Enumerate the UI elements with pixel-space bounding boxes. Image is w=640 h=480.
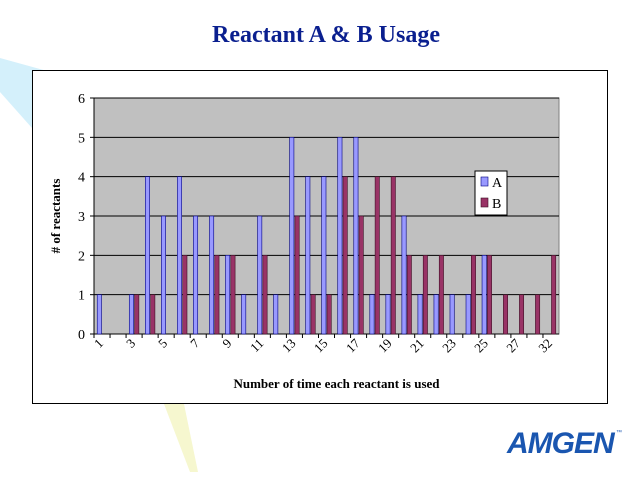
x-tick-label: 21 <box>407 336 427 356</box>
x-tick-label: 7 <box>187 335 203 351</box>
chart-frame: 0 1 2 3 4 5 6 1 3 5 7 9 11 13 15 17 19 21 23 25 27 32 Number o… <box>32 70 608 404</box>
y-tick-label: 5 <box>78 131 85 146</box>
x-tick-label: 19 <box>375 336 395 356</box>
bar-series-b <box>150 294 156 335</box>
bar-series-b <box>230 255 236 335</box>
bar-series-b <box>390 176 396 335</box>
legend <box>474 170 508 216</box>
bar-series-a <box>96 294 102 335</box>
bar-series-b <box>503 294 508 335</box>
bar-series-b <box>438 255 444 335</box>
legend-swatch-a <box>480 176 489 187</box>
bar-series-b <box>262 255 268 335</box>
bar-series-b <box>422 255 428 335</box>
bar-series-a <box>417 294 423 335</box>
bar-series-a <box>193 215 199 335</box>
bar-series-a <box>209 215 215 335</box>
bar-series-a <box>465 294 471 335</box>
x-tick-label: 27 <box>503 335 523 355</box>
bar-series-b <box>406 255 412 335</box>
y-tick-label: 3 <box>78 210 85 225</box>
bar-series-b <box>294 215 300 335</box>
x-tick-label: 11 <box>247 336 266 355</box>
bar-series-b <box>214 255 220 335</box>
x-tick-label: 3 <box>123 336 138 351</box>
bar-series-b <box>374 176 380 335</box>
bar-series-a <box>161 215 166 335</box>
x-tick-label: 25 <box>471 336 491 356</box>
bar-series-b <box>134 294 140 335</box>
bar-series-a <box>305 176 311 335</box>
bar-series-b <box>519 294 525 335</box>
x-tick-label: 32 <box>535 336 555 356</box>
bar-series-b <box>342 176 348 335</box>
bar-series-b <box>182 255 188 335</box>
x-tick-label: 17 <box>343 335 363 355</box>
bar-series-a <box>369 294 375 335</box>
bar-series-b <box>358 215 364 335</box>
y-tick-label: 4 <box>78 171 85 186</box>
amgen-logo: AMGEN <box>507 427 615 460</box>
bar-series-a <box>225 255 231 335</box>
bar-series-a <box>273 294 279 335</box>
bar-series-a <box>353 137 359 335</box>
slide-title: Reactant A & B Usage <box>212 22 440 48</box>
y-axis-title: # of reactants <box>48 179 63 254</box>
bar-series-a <box>289 137 295 335</box>
bar-series-b <box>326 294 332 335</box>
x-tick-label: 9 <box>219 336 234 351</box>
bar-series-a <box>337 137 343 335</box>
bar-series-b <box>310 294 316 335</box>
x-tick-label: 1 <box>91 336 106 351</box>
y-tick-label: 2 <box>78 249 85 264</box>
y-tick-label: 0 <box>78 328 85 343</box>
bar-series-a <box>145 176 150 335</box>
y-tick-label: 1 <box>78 289 85 304</box>
logo-trademark: ™ <box>616 430 622 436</box>
x-tick-label: 5 <box>155 336 170 351</box>
y-tick-label: 6 <box>78 92 85 107</box>
bar-series-b <box>487 255 492 335</box>
bar-series-a <box>321 176 327 335</box>
bar-series-a <box>449 294 455 335</box>
x-tick-label: 23 <box>439 336 459 356</box>
bar-series-b <box>551 255 557 335</box>
bar-series-a <box>128 294 134 335</box>
legend-label-b: B <box>492 197 501 212</box>
bar-series-b <box>535 294 541 335</box>
bar-series-a <box>241 294 247 335</box>
bar-series-a <box>401 215 407 335</box>
x-tick-label: 13 <box>279 336 299 356</box>
bar-series-a <box>177 176 182 335</box>
legend-swatch-b <box>480 197 489 208</box>
bar-series-b <box>471 255 476 335</box>
bar-series-a <box>385 294 391 335</box>
legend-label-a: A <box>492 176 503 191</box>
bar-series-a <box>433 294 439 335</box>
bar-series-a <box>481 255 487 335</box>
x-axis-title: Number of time each reactant is used <box>233 376 440 391</box>
x-tick-label: 15 <box>311 336 331 356</box>
bar-series-a <box>257 215 263 335</box>
